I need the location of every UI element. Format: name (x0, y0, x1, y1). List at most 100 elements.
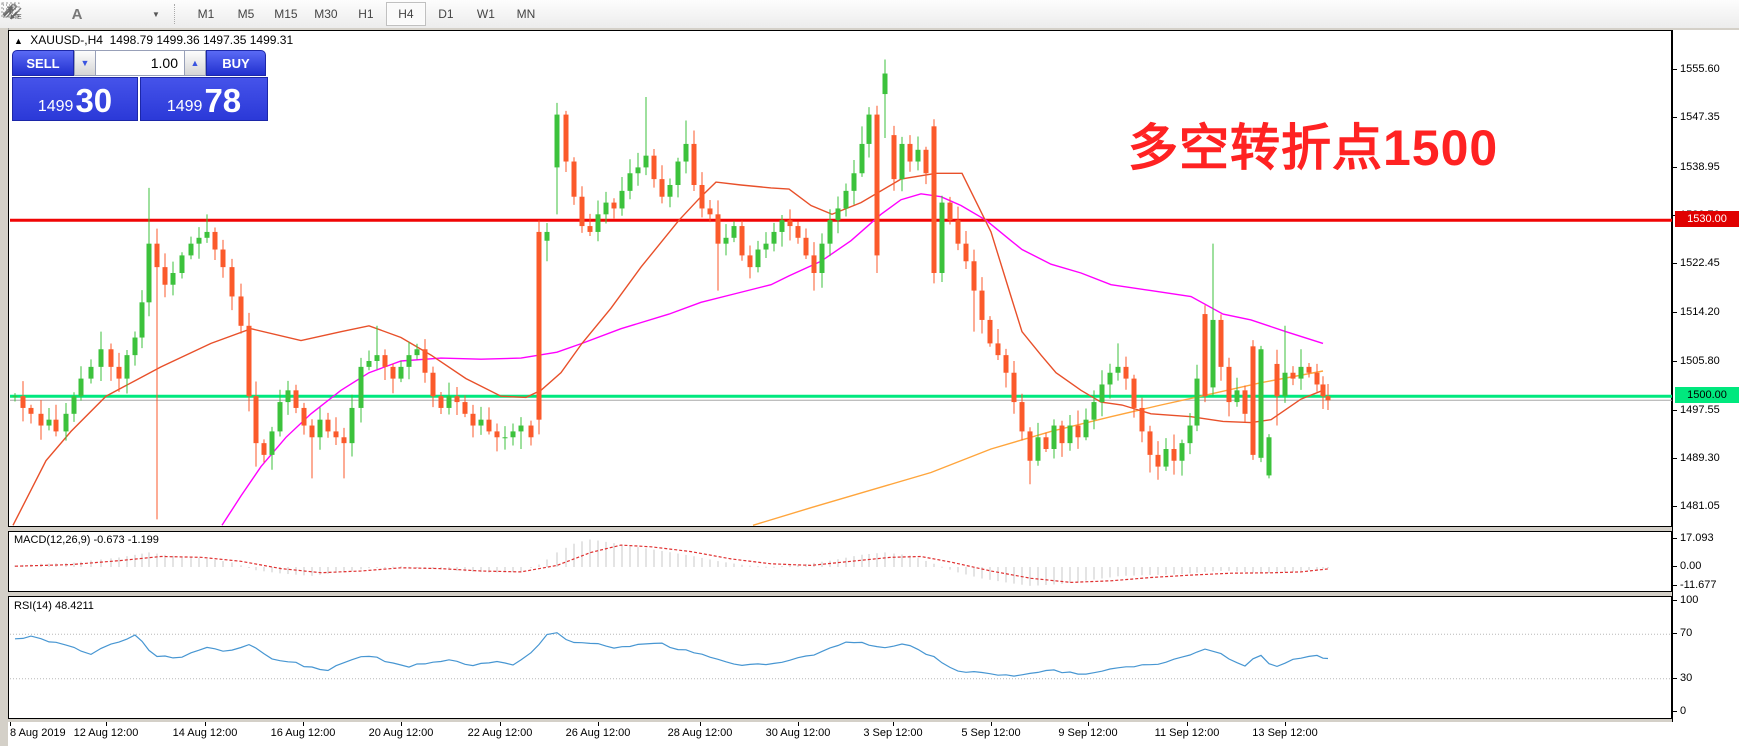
tf-button-m5[interactable]: M5 (237, 7, 255, 21)
buy-price-big: 78 (204, 82, 242, 119)
rsi-tick-label: 70 (1680, 627, 1693, 640)
rsi-canvas (10, 632, 1673, 680)
tf-button-h4[interactable]: H4 (385, 2, 426, 26)
grid-dots-icon[interactable]: F (3, 3, 60, 25)
date-label: 12 Aug 12:00 (73, 727, 139, 739)
buy-button[interactable]: BUY (206, 50, 266, 76)
buy-price-small: 1499 (166, 98, 203, 115)
volume-input[interactable] (96, 50, 184, 76)
rsi-tick (1673, 711, 1677, 712)
date-label: 28 Aug 12:00 (667, 727, 733, 739)
date-tick (700, 722, 701, 726)
date-label: 5 Sep 12:00 (961, 727, 1021, 739)
date-tick (205, 722, 206, 726)
macd-tick-label: 0.00 (1680, 560, 1702, 572)
sell-button[interactable]: SELL (12, 50, 74, 76)
tf-button-mn[interactable]: MN (516, 7, 536, 21)
macd-panel[interactable] (8, 531, 1672, 592)
macd-tick (1673, 566, 1677, 567)
panel-splitter[interactable] (8, 592, 1739, 596)
date-tick (598, 722, 599, 726)
tf-button-m15[interactable]: M15 (274, 7, 298, 21)
date-label: 22 Aug 12:00 (467, 727, 533, 739)
collapse-arrow-icon[interactable]: ▲ (14, 36, 23, 46)
tf-button-d1[interactable]: D1 (438, 7, 454, 21)
text-box-icon[interactable]: T (1, 2, 120, 25)
tf-button-h1[interactable]: H1 (358, 7, 374, 21)
price-tick-label: 1547.35 (1680, 111, 1720, 124)
date-label: 13 Sep 12:00 (1252, 727, 1318, 739)
sell-price-button[interactable]: 1499 30 (12, 77, 138, 121)
date-tick (991, 722, 992, 726)
date-tick (893, 722, 894, 726)
volume-up-button[interactable]: ▲ (184, 50, 206, 76)
price-tick (1673, 263, 1677, 265)
one-click-trading-panel: SELL ▼ ▲ BUY 1499 30 1499 78 (12, 50, 268, 121)
date-axis[interactable]: 8 Aug 2019 12 Aug 12:00 14 Aug 12:00 16 Aug… (8, 722, 1739, 746)
date-tick (1187, 722, 1188, 726)
price-tick-label: 1555.60 (1680, 63, 1720, 75)
rsi-tick (1673, 600, 1677, 601)
date-tick (500, 722, 501, 726)
date-label: 8 Aug 2019 (10, 727, 66, 739)
date-label: 3 Sep 12:00 (863, 727, 923, 739)
price-tick (1673, 166, 1677, 168)
macd-label: MACD(12,26,9) -0.673 -1.199 (14, 534, 159, 546)
svg-text:T: T (7, 5, 14, 17)
svg-text:E: E (17, 14, 22, 20)
volume-down-button[interactable]: ▼ (74, 50, 96, 76)
rsi-tick-label: 100 (1680, 594, 1699, 606)
tf-button-m30[interactable]: M30 (314, 7, 338, 21)
toolbar-separator (173, 4, 176, 24)
chart-annotation-text: 多空转折点1500 (1128, 120, 1499, 176)
price-tick (1673, 117, 1677, 119)
price-tick (1673, 69, 1677, 70)
chart-title: ▲ XAUUSD-,H4 1498.79 1499.36 1497.35 149… (14, 33, 293, 47)
panel-splitter[interactable] (8, 527, 1739, 531)
price-tick-label: 1514.20 (1680, 305, 1720, 318)
date-label: 11 Sep 12:00 (1154, 727, 1220, 739)
date-label: 30 Aug 12:00 (765, 727, 831, 739)
rsi-label: RSI(14) 48.4211 (14, 600, 94, 612)
price-tick-label: 1505.80 (1680, 355, 1720, 368)
red-line-price-tag: 1530.00 (1675, 211, 1739, 228)
macd-tick (1673, 584, 1677, 586)
date-tick (10, 722, 11, 726)
tf-button-m1[interactable]: M1 (197, 7, 215, 21)
macd-tick-label: 17.093 (1680, 532, 1714, 545)
price-tick-label: 1489.30 (1680, 451, 1720, 464)
sell-price-big: 30 (75, 82, 113, 119)
date-label: 16 Aug 12:00 (270, 727, 336, 739)
price-tick-label: 1481.05 (1680, 500, 1720, 513)
chevron-down-icon[interactable]: ▼ (152, 9, 160, 19)
date-tick (303, 722, 304, 726)
text-label-icon[interactable]: A (71, 5, 83, 23)
date-label: 26 Aug 12:00 (565, 727, 631, 739)
buy-price-button[interactable]: 1499 78 (140, 77, 268, 121)
panel-separator (8, 28, 1739, 30)
rsi-tick-label: 30 (1680, 671, 1693, 684)
date-tick (106, 722, 107, 726)
toolbar: E F A T ▼ (0, 0, 1739, 29)
tf-button-w1[interactable]: W1 (476, 7, 495, 21)
date-tick (401, 722, 402, 726)
price-tick (1673, 457, 1677, 459)
main-chart-panel[interactable] (8, 30, 1673, 527)
cursor-arrows-icon[interactable] (3, 3, 150, 25)
text-box-glyph: T (1, 2, 20, 18)
sell-price-small: 1499 (37, 98, 74, 115)
price-tick (1673, 361, 1677, 363)
price-tick-label: 1538.95 (1680, 160, 1720, 173)
macd-canvas (14, 539, 1329, 586)
rsi-panel[interactable] (8, 596, 1673, 719)
chart-ohlc: 1498.79 1499.36 1497.35 1499.31 (109, 33, 294, 47)
date-label: 14 Aug 12:00 (172, 727, 238, 739)
price-axis[interactable]: 1555.601547.351538.951530.701522.451514.… (1672, 30, 1739, 722)
date-label: 9 Sep 12:00 (1058, 727, 1118, 739)
panel-splitter (8, 719, 1739, 722)
price-tick (1673, 409, 1677, 411)
date-tick (1088, 722, 1089, 726)
price-tick-label: 1522.45 (1680, 257, 1720, 270)
chart-symbol: XAUUSD-,H4 (30, 33, 103, 47)
